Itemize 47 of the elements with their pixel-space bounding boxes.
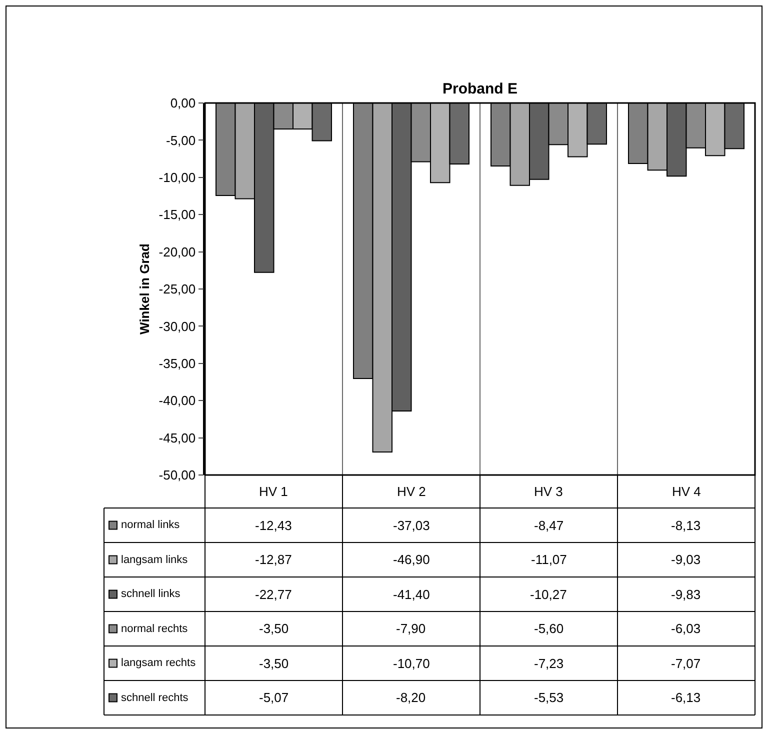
y-tick-label: -15,00 <box>158 207 196 222</box>
data-label: -22,77 <box>255 587 292 602</box>
data-label: -11,07 <box>531 552 567 567</box>
data-label: -8,20 <box>396 690 426 705</box>
x-tick-label: HV 1 <box>259 484 288 499</box>
data-label: -3,50 <box>259 621 289 636</box>
data-label: -6,13 <box>671 690 701 705</box>
legend-label: normal links <box>121 519 180 531</box>
data-label: -10,27 <box>530 587 567 602</box>
y-tick-label: -25,00 <box>158 282 196 297</box>
data-label: -5,07 <box>259 690 289 705</box>
x-tick-label: HV 2 <box>397 484 426 499</box>
data-label: -8,13 <box>671 518 701 533</box>
chart-title: Proband E <box>442 80 518 98</box>
legend-label: langsam rechts <box>121 657 196 669</box>
data-label: -7,90 <box>396 621 426 636</box>
y-tick-label: -5,00 <box>166 132 196 148</box>
legend-label: schnell links <box>121 588 181 600</box>
y-axis-title: Winkel in Grad <box>137 243 152 334</box>
data-label: -5,60 <box>534 621 564 636</box>
y-tick-label: -40,00 <box>158 393 196 408</box>
y-tick-label: -10,00 <box>158 170 196 185</box>
y-tick-label: -20,00 <box>158 244 196 260</box>
data-label: -46,90 <box>393 552 430 567</box>
data-label: -5,53 <box>534 690 564 705</box>
legend-label: langsam links <box>121 554 188 566</box>
data-label: -6,03 <box>671 621 701 636</box>
data-label: -12,43 <box>255 518 292 533</box>
data-label: -9,83 <box>671 587 701 602</box>
legend-label: normal rechts <box>121 623 188 635</box>
data-label: -3,50 <box>259 656 289 671</box>
y-tick-label: -35,00 <box>158 356 196 371</box>
data-label: -41,40 <box>393 587 430 602</box>
data-label: -8,47 <box>534 518 564 533</box>
data-label: -12,87 <box>255 552 292 567</box>
data-label: -9,03 <box>671 552 701 567</box>
x-tick-label: HV 4 <box>672 484 701 499</box>
data-label: -7,07 <box>671 656 701 671</box>
y-tick-label: 0,00 <box>170 96 196 111</box>
y-tick-label: -45,00 <box>158 430 196 446</box>
y-tick-label: -50,00 <box>158 468 196 483</box>
y-tick-label: -30,00 <box>158 318 196 334</box>
data-label: -37,03 <box>393 518 430 533</box>
data-label: -7,23 <box>534 656 564 671</box>
legend-label: schnell rechts <box>121 692 189 704</box>
x-tick-label: HV 3 <box>534 484 563 499</box>
data-label: -10,70 <box>393 656 430 671</box>
